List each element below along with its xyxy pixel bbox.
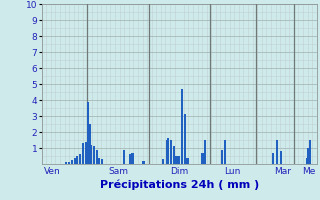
X-axis label: Précipitations 24h ( mm ): Précipitations 24h ( mm ) [100, 180, 259, 190]
Bar [131, 153, 133, 164]
Bar [142, 161, 145, 164]
Bar [96, 150, 98, 164]
Bar [123, 150, 125, 164]
Bar [309, 140, 311, 164]
Bar [87, 102, 90, 164]
Bar [166, 140, 168, 164]
Bar [272, 153, 274, 164]
Bar [71, 160, 73, 164]
Bar [202, 153, 204, 164]
Bar [65, 162, 68, 164]
Bar [93, 146, 95, 164]
Bar [308, 148, 310, 164]
Bar [186, 158, 188, 164]
Bar [184, 114, 186, 164]
Bar [221, 150, 223, 164]
Bar [175, 156, 178, 164]
Bar [306, 158, 308, 164]
Bar [170, 140, 172, 164]
Bar [167, 138, 169, 164]
Bar [162, 159, 164, 164]
Bar [84, 142, 87, 164]
Bar [204, 140, 206, 164]
Bar [89, 124, 91, 164]
Bar [79, 154, 81, 164]
Bar [178, 156, 180, 164]
Bar [280, 151, 282, 164]
Bar [90, 145, 92, 164]
Bar [76, 156, 78, 164]
Bar [68, 162, 70, 164]
Bar [74, 158, 76, 164]
Bar [181, 89, 183, 164]
Bar [276, 140, 278, 164]
Bar [98, 158, 100, 164]
Bar [172, 146, 175, 164]
Bar [223, 140, 226, 164]
Bar [82, 143, 84, 164]
Bar [101, 159, 103, 164]
Bar [129, 154, 131, 164]
